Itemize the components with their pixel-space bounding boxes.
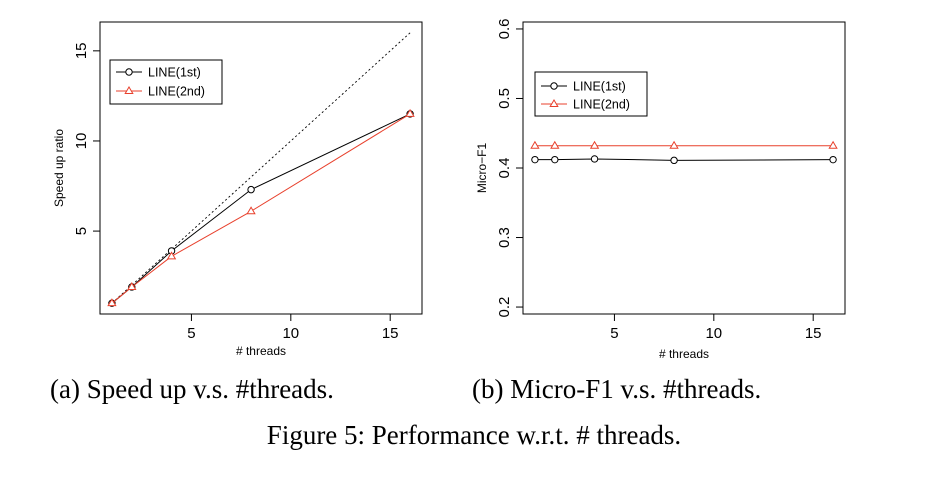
x-tick-label: 10 [282,325,299,342]
y-axis-label: Micro−F1 [475,143,489,194]
tick-group: 5 10 15 0.2 0.3 0.4 0.5 0.6 [496,19,822,342]
legend-label-2nd: LINE(2nd) [573,98,630,112]
legend-marker-2nd [549,99,559,107]
point-line-1st [670,156,678,165]
point-line-1st [590,155,599,163]
tick-group: 5 10 15 5 10 15 [73,42,399,342]
y-tick-label: 0.4 [496,158,513,179]
plot-frame [522,21,846,315]
series-group [107,108,415,307]
point-line-1st [551,155,559,164]
figure-caption: Figure 5: Performance w.r.t. # threads. [266,420,682,450]
legend-marker-2nd [124,86,134,94]
x-tick-label: 15 [382,325,399,342]
legend-label-2nd: LINE(2nd) [148,85,205,99]
legend-label-1st: LINE(1st) [148,66,201,80]
plot-frame [99,21,423,315]
point-line-1st [531,155,539,164]
y-tick-label: 0.2 [496,297,513,318]
micro-f1-chart: 5 10 15 0.2 0.3 0.4 0.5 0.6 LINE(1st) LINE(2nd)… [475,19,846,361]
point-line-2nd [530,140,540,149]
legend-marker-1st [125,68,133,76]
point-line-2nd [669,140,679,149]
point-line-2nd [127,281,137,290]
series-line-1st [111,113,411,304]
caption-b: (b) Micro-F1 v.s. #threads. [472,374,762,404]
point-line-2nd [166,251,177,260]
speedup-chart: 5 10 15 5 10 15 LINE(1st) LINE(2nd) # threads… [52,21,423,358]
y-tick-label: 0.3 [496,227,513,248]
legend-box [109,59,223,105]
legend: LINE(1st) LINE(2nd) [534,71,648,117]
legend-box [534,71,648,117]
point-line-2nd [589,140,600,149]
x-tick-label: 5 [610,325,618,342]
point-line-1st [829,155,837,164]
y-tick-label: 0.5 [496,88,513,109]
series-line-2nd [111,113,411,304]
series-line-1st [534,158,834,161]
caption-a: (a) Speed up v.s. #threads. [50,374,334,404]
x-tick-label: 5 [187,325,195,342]
legend-marker-1st [550,82,558,90]
series-group [530,140,838,165]
x-axis-label: # threads [659,347,709,361]
point-line-2nd [405,108,415,117]
point-line-2nd [246,206,256,215]
y-axis-label: Speed up ratio [52,129,66,207]
point-line-1st [247,185,255,194]
point-line-2nd [550,140,560,149]
x-tick-label: 15 [805,325,822,342]
x-tick-label: 10 [705,325,722,342]
x-axis-label: # threads [236,344,286,358]
legend-label-1st: LINE(1st) [573,80,626,94]
y-tick-label: 10 [73,133,90,150]
legend: LINE(1st) LINE(2nd) [109,59,223,105]
y-tick-label: 15 [73,42,90,59]
y-tick-label: 5 [73,227,90,235]
y-tick-label: 0.6 [496,19,513,40]
point-line-2nd [107,298,117,307]
point-line-2nd [828,140,838,149]
